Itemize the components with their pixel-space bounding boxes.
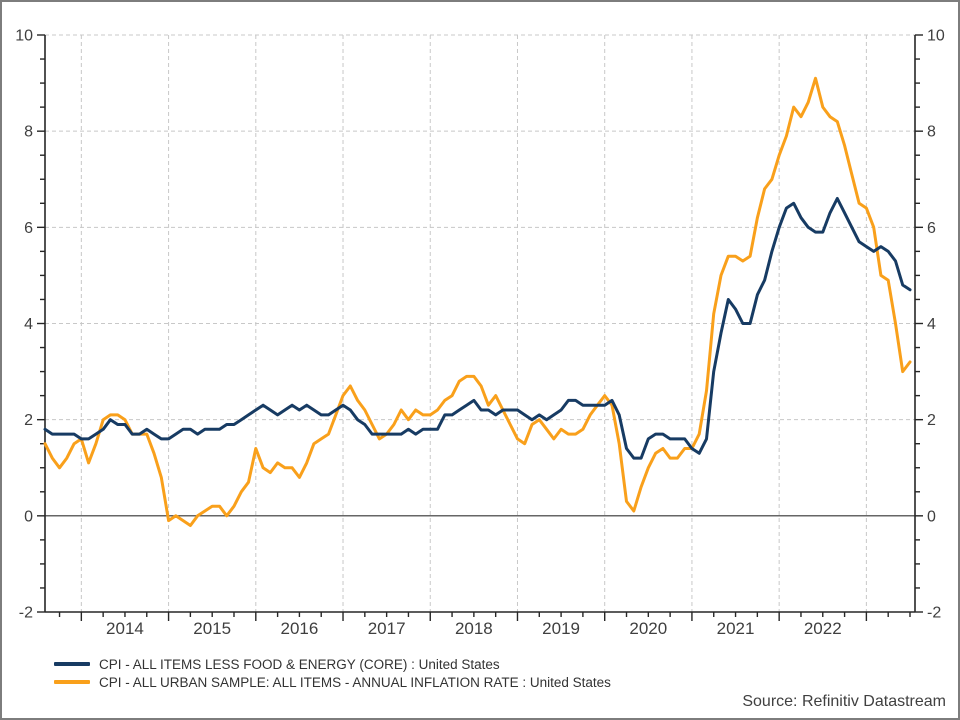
x-axis-year-label: 2020: [629, 619, 667, 638]
legend-item-all-items: CPI - ALL URBAN SAMPLE: ALL ITEMS - ANNU…: [54, 673, 611, 691]
series-line-all-items: [43, 76, 912, 527]
x-axis-year-label: 2021: [717, 619, 755, 638]
x-axis-year-label: 2014: [106, 619, 144, 638]
x-axis-year-label: 2016: [280, 619, 318, 638]
y-axis-label-left: -2: [19, 605, 33, 622]
x-axis-year-label: 2018: [455, 619, 493, 638]
y-axis-label-left: 0: [24, 508, 33, 525]
y-axis-label-right: 0: [927, 508, 936, 525]
legend: CPI - ALL ITEMS LESS FOOD & ENERGY (CORE…: [54, 655, 611, 691]
legend-label-core: CPI - ALL ITEMS LESS FOOD & ENERGY (CORE…: [99, 656, 500, 672]
legend-label-all-items: CPI - ALL URBAN SAMPLE: ALL ITEMS - ANNU…: [99, 674, 611, 690]
legend-item-core: CPI - ALL ITEMS LESS FOOD & ENERGY (CORE…: [54, 655, 611, 673]
y-axis-label-right: 2: [927, 412, 936, 429]
y-axis-label-right: 8: [927, 124, 936, 141]
x-axis-year-label: 2015: [193, 619, 231, 638]
legend-swatch-core: [54, 662, 90, 666]
legend-swatch-all-items: [54, 680, 90, 684]
y-axis-label-right: 4: [927, 316, 936, 333]
y-axis-label-left: 6: [24, 220, 33, 237]
y-axis-label-left: 10: [15, 28, 33, 45]
y-axis-label-left: 8: [24, 124, 33, 141]
y-axis-label-right: -2: [927, 605, 941, 622]
y-axis-label-left: 4: [24, 316, 33, 333]
y-axis-label-right: 10: [927, 28, 945, 45]
y-axis-label-left: 2: [24, 412, 33, 429]
y-axis-label-right: 6: [927, 220, 936, 237]
x-axis-year-label: 2019: [542, 619, 580, 638]
x-axis-year-label: 2017: [368, 619, 406, 638]
x-axis-year-label: 2022: [804, 619, 842, 638]
source-attribution: Source: Refinitiv Datastream: [742, 693, 946, 710]
series-line-core: [43, 197, 912, 460]
